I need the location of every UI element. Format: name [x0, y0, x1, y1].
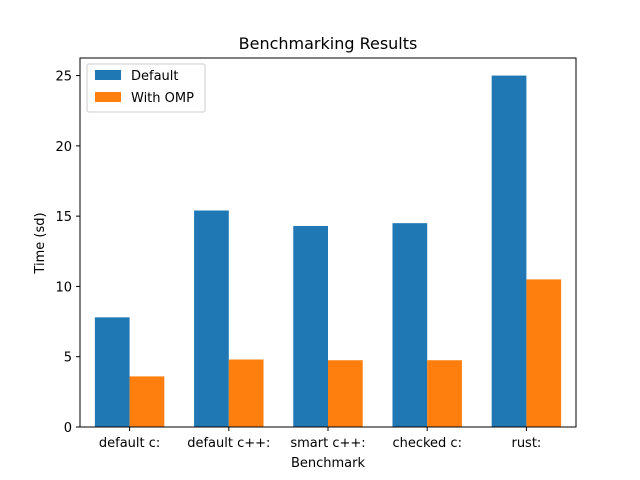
bar-default-default-c: [94, 317, 130, 427]
y-tick-label: 25: [55, 70, 72, 85]
y-tick-label: 10: [55, 280, 72, 295]
y-tick-label: 5: [64, 351, 72, 366]
plot-area: default c: default c++: smart c++: checked …: [55, 57, 577, 451]
y-tick-label: 0: [64, 421, 72, 436]
legend-swatch-default: [95, 70, 121, 80]
x-tick-label: smart c++:: [290, 436, 365, 451]
legend-label-default: Default: [131, 69, 179, 84]
bar-with-omp-rust: [526, 279, 562, 427]
x-axis-label: Benchmark: [291, 456, 366, 471]
chart-title: Benchmarking Results: [239, 34, 418, 53]
legend-label-with-omp: With OMP: [131, 91, 194, 106]
legend: Default With OMP: [86, 63, 206, 113]
x-tick-label: checked c:: [392, 436, 462, 451]
bar-with-omp-default-c: [129, 376, 165, 427]
bar-default-default-c: [194, 210, 229, 427]
y-tick-label: 20: [55, 140, 72, 155]
x-tick-label: rust:: [511, 436, 541, 451]
bar-default-smart-c: [293, 225, 328, 427]
y-tick-label: 15: [55, 210, 72, 225]
bar-with-omp-checked-c: [427, 360, 462, 427]
y-axis-label: Time (sd): [33, 212, 48, 274]
x-tick-label: default c:: [99, 436, 160, 451]
bar-default-checked-c: [392, 223, 428, 427]
bar-with-omp-smart-c: [328, 360, 363, 427]
legend-swatch-with-omp: [95, 92, 121, 102]
bar-default-rust: [491, 75, 527, 428]
bar-with-omp-default-c: [228, 359, 264, 427]
x-tick-label: default c++:: [187, 436, 270, 451]
